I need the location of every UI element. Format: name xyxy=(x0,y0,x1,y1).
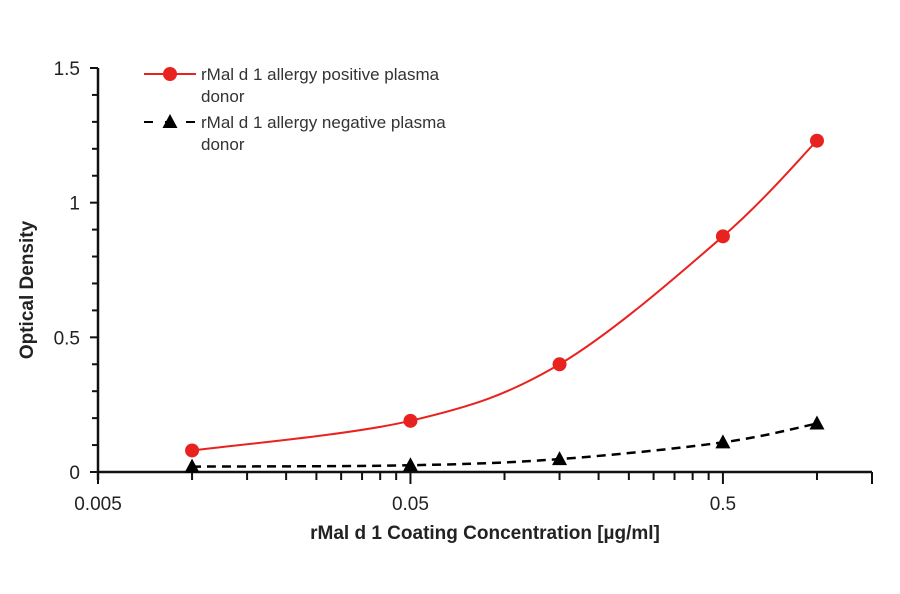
data-point-triangle xyxy=(809,415,825,430)
series-line xyxy=(192,422,818,468)
series-positive xyxy=(185,133,824,458)
legend-marker xyxy=(162,114,178,128)
legend: rMal d 1 allergy positive plasmadonorrMa… xyxy=(144,65,446,154)
legend-label: donor xyxy=(201,87,245,106)
y-tick-label: 1 xyxy=(69,194,80,215)
data-point-circle xyxy=(552,357,567,372)
data-point-circle xyxy=(715,229,730,244)
axes: 0 0.5 1 1.5 0.005 0.05 0.5 xyxy=(54,59,873,515)
y-tick-label: 1.5 xyxy=(54,59,80,80)
legend-item: rMal d 1 allergy positive plasma donor xyxy=(144,65,440,106)
data-point-circle xyxy=(403,413,418,428)
y-tick-label: 0 xyxy=(69,463,80,484)
series-line xyxy=(191,140,818,452)
data-point-triangle xyxy=(402,457,418,472)
series-layer xyxy=(184,133,825,473)
legend-label: donor xyxy=(201,135,245,154)
x-tick-label: 0.005 xyxy=(74,494,122,515)
data-point-circle xyxy=(809,133,824,148)
legend-label: rMal d 1 allergy negative plasma xyxy=(201,113,446,132)
x-tick-label: 0.05 xyxy=(392,494,429,515)
data-point-triangle xyxy=(184,458,200,473)
series-negative xyxy=(184,415,825,473)
legend-label: rMal d 1 allergy positive plasma xyxy=(201,65,440,84)
y-axis-title: Optical Density xyxy=(17,220,38,359)
y-tick-label: 0.5 xyxy=(54,328,80,349)
legend-marker xyxy=(163,67,177,81)
x-tick-label: 0.5 xyxy=(710,494,736,515)
legend-item: rMal d 1 allergy negative plasma donor xyxy=(144,113,446,154)
data-point-triangle xyxy=(715,434,731,449)
x-axis-title: rMal d 1 Coating Concentration [µg/ml] xyxy=(310,523,660,544)
data-point-triangle xyxy=(552,451,568,466)
data-point-circle xyxy=(185,443,200,458)
